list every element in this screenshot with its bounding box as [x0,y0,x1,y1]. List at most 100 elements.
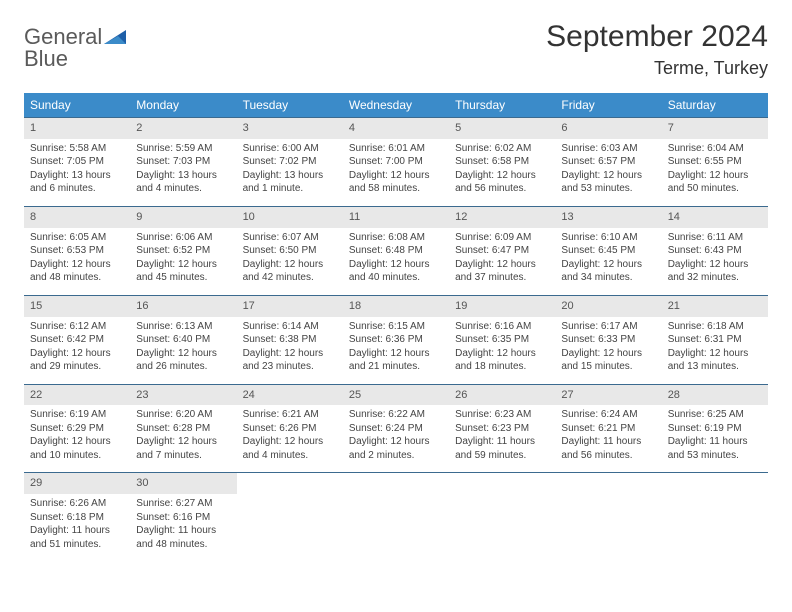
day-line: Sunset: 6:29 PM [30,422,124,436]
day-line: Sunset: 6:23 PM [455,422,549,436]
day-header-row: SundayMondayTuesdayWednesdayThursdayFrid… [24,93,768,118]
header: General Blue September 2024 Terme, Turke… [24,20,768,79]
day-cell: 4Sunrise: 6:01 AMSunset: 7:00 PMDaylight… [343,118,449,207]
logo-triangle-icon [104,28,130,46]
location: Terme, Turkey [546,58,768,79]
day-line: Sunrise: 6:20 AM [136,408,230,422]
day-line: and 37 minutes. [455,271,549,285]
day-line: Daylight: 12 hours [349,258,443,272]
day-number: 26 [449,385,555,406]
day-line: Sunset: 6:45 PM [561,244,655,258]
day-cell: 20Sunrise: 6:17 AMSunset: 6:33 PMDayligh… [555,295,661,384]
day-line: Daylight: 12 hours [349,435,443,449]
day-cell [555,473,661,561]
day-line: Sunset: 7:02 PM [243,155,337,169]
day-number: 23 [130,385,236,406]
day-number: 20 [555,296,661,317]
day-line: and 18 minutes. [455,360,549,374]
day-number: 8 [24,207,130,228]
day-line: Daylight: 12 hours [455,347,549,361]
week-row: 29Sunrise: 6:26 AMSunset: 6:18 PMDayligh… [24,473,768,561]
day-header: Monday [130,93,236,118]
day-line: Sunrise: 6:25 AM [668,408,762,422]
day-cell: 1Sunrise: 5:58 AMSunset: 7:05 PMDaylight… [24,118,130,207]
day-line: and 2 minutes. [349,449,443,463]
day-line: and 50 minutes. [668,182,762,196]
day-cell: 25Sunrise: 6:22 AMSunset: 6:24 PMDayligh… [343,384,449,473]
day-cell: 2Sunrise: 5:59 AMSunset: 7:03 PMDaylight… [130,118,236,207]
day-number: 2 [130,118,236,139]
day-line: Sunrise: 6:04 AM [668,142,762,156]
day-line: and 59 minutes. [455,449,549,463]
day-line: Sunrise: 6:26 AM [30,497,124,511]
day-line: Daylight: 11 hours [30,524,124,538]
day-line: and 29 minutes. [30,360,124,374]
day-body: Sunrise: 6:00 AMSunset: 7:02 PMDaylight:… [237,139,343,206]
day-line: Sunrise: 6:22 AM [349,408,443,422]
day-cell [237,473,343,561]
day-number: 9 [130,207,236,228]
day-line: Sunset: 6:42 PM [30,333,124,347]
day-body: Sunrise: 6:02 AMSunset: 6:58 PMDaylight:… [449,139,555,206]
day-line: Sunset: 6:53 PM [30,244,124,258]
day-body: Sunrise: 6:24 AMSunset: 6:21 PMDaylight:… [555,405,661,472]
day-line: and 48 minutes. [30,271,124,285]
day-cell [662,473,768,561]
day-line: Daylight: 12 hours [243,258,337,272]
day-line: and 56 minutes. [561,449,655,463]
day-body: Sunrise: 6:22 AMSunset: 6:24 PMDaylight:… [343,405,449,472]
day-cell: 30Sunrise: 6:27 AMSunset: 6:16 PMDayligh… [130,473,236,561]
day-number: 27 [555,385,661,406]
day-header: Tuesday [237,93,343,118]
day-cell: 21Sunrise: 6:18 AMSunset: 6:31 PMDayligh… [662,295,768,384]
day-line: Sunset: 6:28 PM [136,422,230,436]
day-line: Sunset: 6:24 PM [349,422,443,436]
day-header: Friday [555,93,661,118]
day-line: Daylight: 12 hours [30,435,124,449]
day-cell [449,473,555,561]
day-line: Daylight: 13 hours [30,169,124,183]
day-cell: 7Sunrise: 6:04 AMSunset: 6:55 PMDaylight… [662,118,768,207]
week-row: 8Sunrise: 6:05 AMSunset: 6:53 PMDaylight… [24,206,768,295]
day-line: Daylight: 12 hours [455,258,549,272]
day-number: 24 [237,385,343,406]
day-line: and 23 minutes. [243,360,337,374]
day-line: Daylight: 12 hours [136,347,230,361]
day-body: Sunrise: 6:13 AMSunset: 6:40 PMDaylight:… [130,317,236,384]
day-number: 15 [24,296,130,317]
day-line: Sunset: 6:21 PM [561,422,655,436]
day-cell: 24Sunrise: 6:21 AMSunset: 6:26 PMDayligh… [237,384,343,473]
calendar-table: SundayMondayTuesdayWednesdayThursdayFrid… [24,93,768,561]
day-line: and 45 minutes. [136,271,230,285]
day-cell: 5Sunrise: 6:02 AMSunset: 6:58 PMDaylight… [449,118,555,207]
day-line: Sunrise: 6:02 AM [455,142,549,156]
day-body: Sunrise: 6:25 AMSunset: 6:19 PMDaylight:… [662,405,768,472]
day-body: Sunrise: 6:08 AMSunset: 6:48 PMDaylight:… [343,228,449,295]
day-body: Sunrise: 6:18 AMSunset: 6:31 PMDaylight:… [662,317,768,384]
day-line: and 26 minutes. [136,360,230,374]
day-line: Daylight: 11 hours [668,435,762,449]
day-line: and 21 minutes. [349,360,443,374]
day-line: Sunset: 6:50 PM [243,244,337,258]
day-number: 29 [24,473,130,494]
day-body: Sunrise: 6:07 AMSunset: 6:50 PMDaylight:… [237,228,343,295]
day-line: Sunrise: 6:09 AM [455,231,549,245]
day-line: Daylight: 12 hours [349,169,443,183]
day-cell: 6Sunrise: 6:03 AMSunset: 6:57 PMDaylight… [555,118,661,207]
day-line: Daylight: 13 hours [243,169,337,183]
day-line: Sunset: 6:36 PM [349,333,443,347]
day-number: 10 [237,207,343,228]
day-cell: 29Sunrise: 6:26 AMSunset: 6:18 PMDayligh… [24,473,130,561]
day-line: Daylight: 12 hours [243,435,337,449]
day-number: 19 [449,296,555,317]
day-line: Sunrise: 6:18 AM [668,320,762,334]
day-body: Sunrise: 6:12 AMSunset: 6:42 PMDaylight:… [24,317,130,384]
day-line: Sunset: 6:31 PM [668,333,762,347]
day-line: and 15 minutes. [561,360,655,374]
day-cell: 13Sunrise: 6:10 AMSunset: 6:45 PMDayligh… [555,206,661,295]
day-line: Sunrise: 6:06 AM [136,231,230,245]
day-line: Sunrise: 6:16 AM [455,320,549,334]
day-cell: 19Sunrise: 6:16 AMSunset: 6:35 PMDayligh… [449,295,555,384]
day-line: Daylight: 12 hours [561,347,655,361]
day-line: Sunset: 6:48 PM [349,244,443,258]
